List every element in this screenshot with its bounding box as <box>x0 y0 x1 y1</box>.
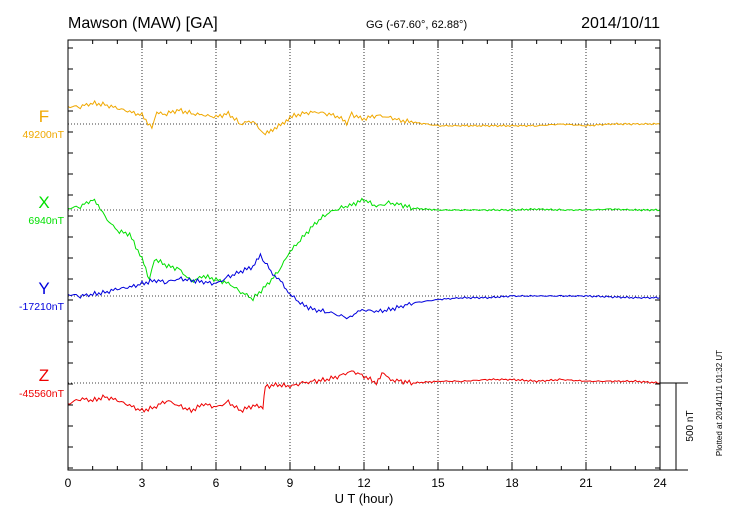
x-tick-label: 12 <box>357 476 371 490</box>
series-layer <box>67 99 661 414</box>
x-tick-label: 18 <box>505 476 519 490</box>
series-baseline-x: 6940nT <box>28 215 64 227</box>
x-tick-label: 24 <box>653 476 667 490</box>
x-axis-title: U T (hour) <box>335 491 394 506</box>
series-labels: F 49200nT X 6940nT Y -17210nT Z -45560nT <box>19 107 65 400</box>
date-label: 2014/10/11 <box>581 15 660 32</box>
coordinates-label: GG (-67.60°, 62.88°) <box>366 19 467 31</box>
series-name-z: Z <box>39 366 49 385</box>
axis-ticks: 0 3 6 9 12 15 18 21 24 <box>65 40 667 490</box>
series-baseline-f: 49200nT <box>23 129 65 141</box>
series-line-f <box>67 99 661 136</box>
scale-bar-label: 500 nT <box>685 410 696 441</box>
station-title: Mawson (MAW) [GA] <box>68 15 218 32</box>
series-line-x <box>67 197 661 302</box>
x-tick-label: 6 <box>213 476 220 490</box>
series-line-y <box>67 252 661 320</box>
series-name-x: X <box>38 193 49 212</box>
x-tick-label: 9 <box>287 476 294 490</box>
series-baseline-z: -45560nT <box>19 388 65 400</box>
grid <box>141 40 587 470</box>
series-name-y: Y <box>38 279 49 298</box>
series-line-z <box>67 370 661 414</box>
x-tick-label: 0 <box>65 476 72 490</box>
series-baseline-y: -17210nT <box>19 301 65 313</box>
series-name-f: F <box>39 107 49 126</box>
plotted-timestamp: Plotted at 2014/11/1 01:32 UT <box>715 350 724 456</box>
scale-bar <box>660 382 688 471</box>
x-tick-label: 21 <box>579 476 593 490</box>
x-tick-label: 3 <box>139 476 146 490</box>
plot-frame <box>67 39 661 471</box>
x-tick-label: 15 <box>431 476 445 490</box>
